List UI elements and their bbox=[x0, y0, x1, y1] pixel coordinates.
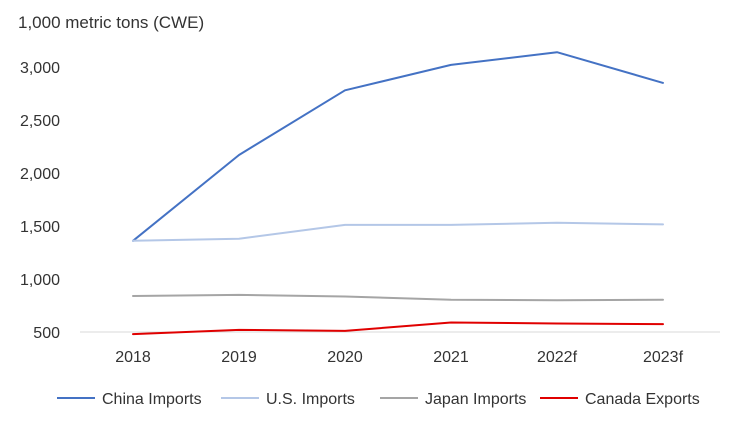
y-axis: 500 1,000 1,500 2,000 2,500 3,000 bbox=[20, 60, 60, 342]
legend-item: Japan Imports bbox=[380, 391, 526, 408]
legend-label: China Imports bbox=[102, 391, 202, 408]
y-tick-label: 1,000 bbox=[20, 272, 60, 289]
data-point-canada-exports bbox=[344, 330, 346, 332]
series-group bbox=[132, 51, 664, 336]
y-tick-label: 2,500 bbox=[20, 113, 60, 130]
data-point-u-s-imports bbox=[344, 224, 346, 226]
data-point-japan-imports bbox=[450, 299, 452, 301]
data-point-u-s-imports bbox=[132, 240, 134, 242]
data-point-canada-exports bbox=[662, 323, 664, 325]
y-tick-label: 1,500 bbox=[20, 219, 60, 236]
legend-item: U.S. Imports bbox=[221, 391, 355, 408]
y-tick-label: 2,000 bbox=[20, 166, 60, 183]
legend-item: Canada Exports bbox=[540, 391, 700, 408]
x-axis: 2018 2019 2020 2021 2022f 2023f bbox=[115, 349, 683, 366]
data-point-japan-imports bbox=[662, 299, 664, 301]
data-point-canada-exports bbox=[238, 329, 240, 331]
data-point-u-s-imports bbox=[450, 224, 452, 226]
data-point-u-s-imports bbox=[662, 223, 664, 225]
series-line-japan-imports bbox=[132, 293, 664, 302]
x-tick-label: 2020 bbox=[327, 349, 363, 366]
data-point-china-imports bbox=[238, 154, 240, 156]
data-point-japan-imports bbox=[556, 299, 558, 301]
data-point-u-s-imports bbox=[556, 222, 558, 224]
data-point-japan-imports bbox=[344, 296, 346, 298]
data-point-japan-imports bbox=[238, 294, 240, 296]
x-tick-label: 2023f bbox=[643, 349, 684, 366]
legend-label: Japan Imports bbox=[425, 391, 526, 408]
series-line-canada-exports bbox=[132, 321, 664, 336]
y-axis-title: 1,000 metric tons (CWE) bbox=[18, 13, 204, 32]
data-point-u-s-imports bbox=[238, 238, 240, 240]
series-line-china-imports bbox=[132, 51, 664, 242]
data-point-canada-exports bbox=[450, 322, 452, 324]
x-tick-label: 2019 bbox=[221, 349, 257, 366]
y-tick-label: 500 bbox=[33, 325, 60, 342]
x-tick-label: 2021 bbox=[433, 349, 469, 366]
data-point-china-imports bbox=[450, 64, 452, 66]
data-point-japan-imports bbox=[132, 295, 134, 297]
legend-label: U.S. Imports bbox=[266, 391, 355, 408]
data-point-china-imports bbox=[556, 51, 558, 53]
legend-label: Canada Exports bbox=[585, 391, 700, 408]
legend-item: China Imports bbox=[57, 391, 202, 408]
y-tick-label: 3,000 bbox=[20, 60, 60, 77]
legend: China Imports U.S. Imports Japan Imports Ca… bbox=[57, 391, 700, 408]
series-line-u-s-imports bbox=[132, 221, 664, 242]
data-point-canada-exports bbox=[132, 333, 134, 335]
data-point-china-imports bbox=[344, 89, 346, 91]
data-point-china-imports bbox=[662, 82, 664, 84]
x-tick-label: 2018 bbox=[115, 349, 151, 366]
data-point-canada-exports bbox=[556, 323, 558, 325]
x-tick-label: 2022f bbox=[537, 349, 578, 366]
